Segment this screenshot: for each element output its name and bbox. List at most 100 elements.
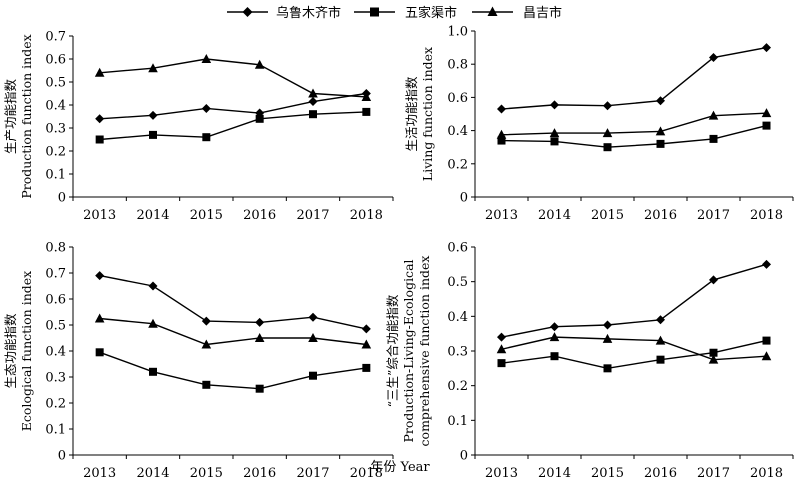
square-marker [656, 355, 665, 364]
y-tick-label: 0 [58, 449, 66, 464]
x-tick-label: 2013 [83, 466, 116, 479]
y-tick-label: 0 [58, 191, 66, 206]
x-tick-label: 2015 [591, 466, 624, 479]
series-line [501, 112, 767, 136]
square-marker [149, 367, 157, 376]
triangle-marker [308, 333, 318, 342]
diamond-marker [603, 101, 612, 111]
x-tick-label: 2015 [190, 208, 223, 223]
triangle-marker [496, 129, 507, 139]
series-line [501, 124, 767, 148]
square-marker [550, 137, 559, 146]
y-tick-label: 0.8 [447, 58, 468, 73]
diamond-marker [762, 43, 771, 53]
diamond-marker [148, 110, 158, 120]
series-line [99, 317, 367, 346]
x-axis-title: 年份 Year [370, 460, 430, 475]
triangle-marker [655, 335, 666, 345]
square-marker [497, 136, 506, 145]
diamond-marker [308, 97, 318, 107]
square-marker [309, 110, 317, 119]
diamond-marker [95, 271, 105, 281]
legend-label: 昌吉市 [523, 5, 562, 21]
triangle-marker [708, 110, 719, 120]
legend-item-wujiaqu: 五家渠市 [354, 5, 457, 21]
y-tick-label: 0.4 [45, 345, 66, 360]
y-tick-label: 0.6 [447, 91, 468, 106]
y-axis-label: comprehensive function index [417, 256, 432, 447]
y-axis-label: Production function index [19, 34, 34, 198]
x-tick-label: 2013 [485, 466, 518, 479]
triangle-marker [361, 91, 372, 101]
y-tick-label: 0.2 [447, 157, 468, 172]
triangle-marker [201, 54, 212, 63]
y-tick-label: 0.5 [45, 319, 66, 334]
series-line [501, 339, 767, 370]
series-square [95, 107, 371, 144]
diamond-marker [201, 316, 211, 326]
y-tick-label: 0.7 [45, 267, 66, 282]
square-marker [95, 135, 104, 144]
x-tick-label: 2015 [591, 208, 624, 223]
triangle-marker-icon [487, 6, 498, 16]
triangle-marker [761, 351, 772, 361]
series-line [501, 336, 767, 361]
x-tick-label: 2015 [190, 466, 223, 479]
diamond-marker [656, 96, 665, 106]
triangle-marker [254, 59, 265, 69]
y-tick-label: 0.2 [45, 145, 66, 160]
triangle-marker [94, 313, 105, 323]
diamond-marker [550, 100, 559, 110]
x-tick-label: 2013 [485, 208, 518, 223]
y-tick-label: 0.8 [45, 241, 66, 256]
diamond-marker [308, 312, 318, 322]
living-function-panel: 0 0.2 0.4 0.6 0.8 1.0 2013 2014 2015 2016 2017 2018… [404, 25, 794, 223]
y-tick-label: 0.6 [447, 241, 468, 256]
x-tick-label: 2014 [136, 466, 169, 479]
y-tick-label: 0.5 [447, 275, 468, 290]
triangle-marker [602, 128, 613, 138]
series-line [501, 46, 767, 110]
diamond-marker [148, 281, 158, 291]
triangle-marker [254, 333, 265, 342]
y-axis-label: “三生”综合功能指数 [385, 294, 400, 407]
y-axis-label: Production-Living-Ecological [401, 259, 416, 442]
y-tick-label: 0.4 [45, 99, 66, 114]
y-tick-label: 0.7 [45, 30, 66, 45]
legend-item-changji: 昌吉市 [472, 5, 562, 21]
square-marker [656, 139, 665, 148]
x-tick-label: 2017 [697, 466, 730, 479]
x-tick-label: 2013 [83, 208, 116, 223]
y-tick-label: 0.3 [45, 122, 66, 137]
y-tick-label: 0.6 [45, 293, 66, 308]
y-axis-label: Living function index [420, 47, 435, 181]
series-line [99, 92, 367, 120]
triangle-marker [308, 88, 318, 98]
diamond-marker [201, 103, 211, 113]
x-tick-label: 2018 [750, 466, 783, 479]
triangle-marker [549, 332, 560, 342]
series-line [99, 111, 367, 141]
square-marker [202, 133, 211, 142]
y-tick-label: 0.4 [447, 310, 468, 325]
series-line [99, 351, 367, 390]
square-marker [709, 134, 718, 143]
square-marker [762, 121, 771, 130]
diamond-marker [255, 317, 265, 327]
y-tick-label: 0.2 [45, 397, 66, 412]
y-tick-label: 0.1 [45, 168, 66, 183]
y-axis-label: 生活功能指数 [404, 76, 419, 152]
x-tick-label: 2017 [296, 208, 329, 223]
diamond-marker [709, 275, 718, 285]
diamond-marker [550, 322, 559, 332]
triangle-marker [761, 108, 772, 118]
square-marker [550, 352, 559, 361]
legend-label: 五家渠市 [405, 5, 457, 21]
series-line [501, 263, 767, 338]
x-tick-label: 2016 [644, 208, 677, 223]
square-marker [255, 114, 264, 123]
y-tick-label: 0.2 [447, 379, 468, 394]
series-diamond [95, 89, 371, 124]
diamond-marker-icon [242, 7, 253, 17]
